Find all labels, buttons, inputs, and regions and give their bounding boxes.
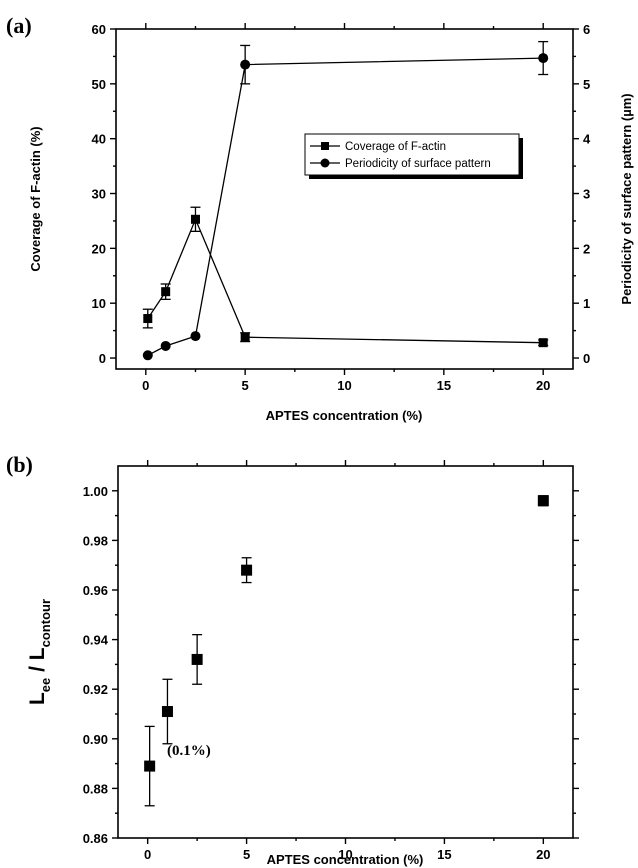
a-left-tick-label: 40 (92, 132, 106, 147)
panel-b-label: (b) (6, 452, 33, 477)
a-series-line-1 (147, 57, 544, 356)
b-y-tick-label: 0.90 (83, 732, 108, 747)
a-right-tick-label: 0 (583, 351, 590, 366)
a-circle-point (190, 331, 201, 342)
legend-label-coverage: Coverage of F-actin (345, 141, 446, 153)
legend: Coverage of F-actin Periodicity of surfa… (304, 133, 523, 179)
a-left-tick-label: 60 (92, 22, 106, 37)
b-x-tick-label: 0 (144, 847, 151, 862)
legend-box (304, 133, 520, 176)
a-left-tick-label: 10 (92, 296, 106, 311)
b-y-tick-label: 0.96 (83, 583, 108, 598)
a-square-point (143, 314, 153, 324)
b-x-tick-label: 5 (243, 847, 250, 862)
a-circle-point (160, 340, 171, 351)
a-square-point (538, 338, 548, 348)
b-x-tick-label: 15 (437, 847, 451, 862)
a-left-tick-label: 20 (92, 241, 106, 256)
panel-b-y-axis-title: Lee / Lcontour (26, 599, 53, 705)
a-square-point (190, 214, 200, 224)
a-x-tick-label: 15 (437, 378, 451, 393)
y-title-main: L (26, 692, 49, 705)
b-square-point (161, 706, 173, 718)
panel-a-series (142, 40, 549, 361)
b-y-tick-label: 0.98 (83, 533, 108, 548)
a-left-tick-label: 0 (99, 351, 106, 366)
a-circle-point (538, 53, 549, 64)
panel-b-plot-frame (117, 465, 574, 839)
panel-a-ticks: 0 5 10 15 20 0 10 20 30 40 50 60 0 1 2 3 4 5 6 (92, 22, 591, 393)
a-right-tick-label: 2 (583, 241, 590, 256)
y-title-sub2: contour (38, 599, 53, 647)
panel-b: (b) 0 5 10 15 20 0.86 0.88 0.90 0.92 0.94 0.96 0.98… (6, 452, 579, 867)
a-circle-point (240, 59, 251, 70)
panel-a-x-axis-title: APTES concentration (%) (266, 408, 423, 423)
a-right-tick-label: 6 (583, 22, 590, 37)
panel-a-plot-frame (115, 28, 574, 370)
a-series-line-0 (147, 217, 544, 344)
legend-label-periodicity: Periodicity of surface pattern (345, 158, 491, 170)
panel-b-ticks: 0 5 10 15 20 0.86 0.88 0.90 0.92 0.94 0.96 0.98 1.00 (83, 460, 579, 862)
panel-b-series (144, 495, 549, 807)
a-square-point (161, 287, 171, 297)
a-left-tick-label: 50 (92, 77, 106, 92)
panel-a-right-axis-title: Periodicity of surface pattern (µm) (619, 93, 634, 304)
legend-marker-square (321, 142, 329, 150)
b-square-point (144, 760, 156, 772)
b-square-point (191, 653, 203, 665)
panel-a-label: (a) (6, 13, 32, 38)
b-x-tick-label: 20 (536, 847, 550, 862)
b-y-tick-label: 0.86 (83, 831, 108, 846)
a-right-tick-label: 5 (583, 77, 590, 92)
a-circle-point (142, 350, 153, 361)
a-square-point (240, 332, 250, 342)
a-right-tick-label: 4 (583, 132, 591, 147)
a-x-tick-label: 10 (337, 378, 351, 393)
legend-marker-circle (320, 158, 330, 168)
b-x-tick-label: 10 (338, 847, 352, 862)
b-square-point (537, 495, 549, 507)
a-x-tick-label: 20 (536, 378, 550, 393)
b-y-tick-label: 0.92 (83, 682, 108, 697)
a-x-tick-label: 0 (142, 378, 149, 393)
a-right-tick-label: 3 (583, 187, 590, 202)
a-right-tick-label: 1 (583, 296, 590, 311)
b-y-tick-label: 0.94 (83, 633, 109, 648)
a-x-tick-label: 5 (242, 378, 249, 393)
y-title-mid: / L (26, 647, 49, 678)
annotation-0-1-percent: (0.1%) (167, 743, 211, 759)
b-square-point (241, 564, 253, 576)
y-title-sub1: ee (38, 678, 53, 692)
panel-b-x-axis-title: APTES concentration (%) (267, 852, 424, 867)
b-y-tick-label: 0.88 (83, 781, 108, 796)
a-left-tick-label: 30 (92, 187, 106, 202)
panel-a: (a) 0 5 10 15 20 0 10 20 30 40 50 60 0 1 2 3 4 5 6 APTES c… (6, 13, 634, 423)
panel-a-left-axis-title: Coverage of F-actin (%) (28, 126, 43, 271)
b-y-tick-label: 1.00 (83, 484, 108, 499)
